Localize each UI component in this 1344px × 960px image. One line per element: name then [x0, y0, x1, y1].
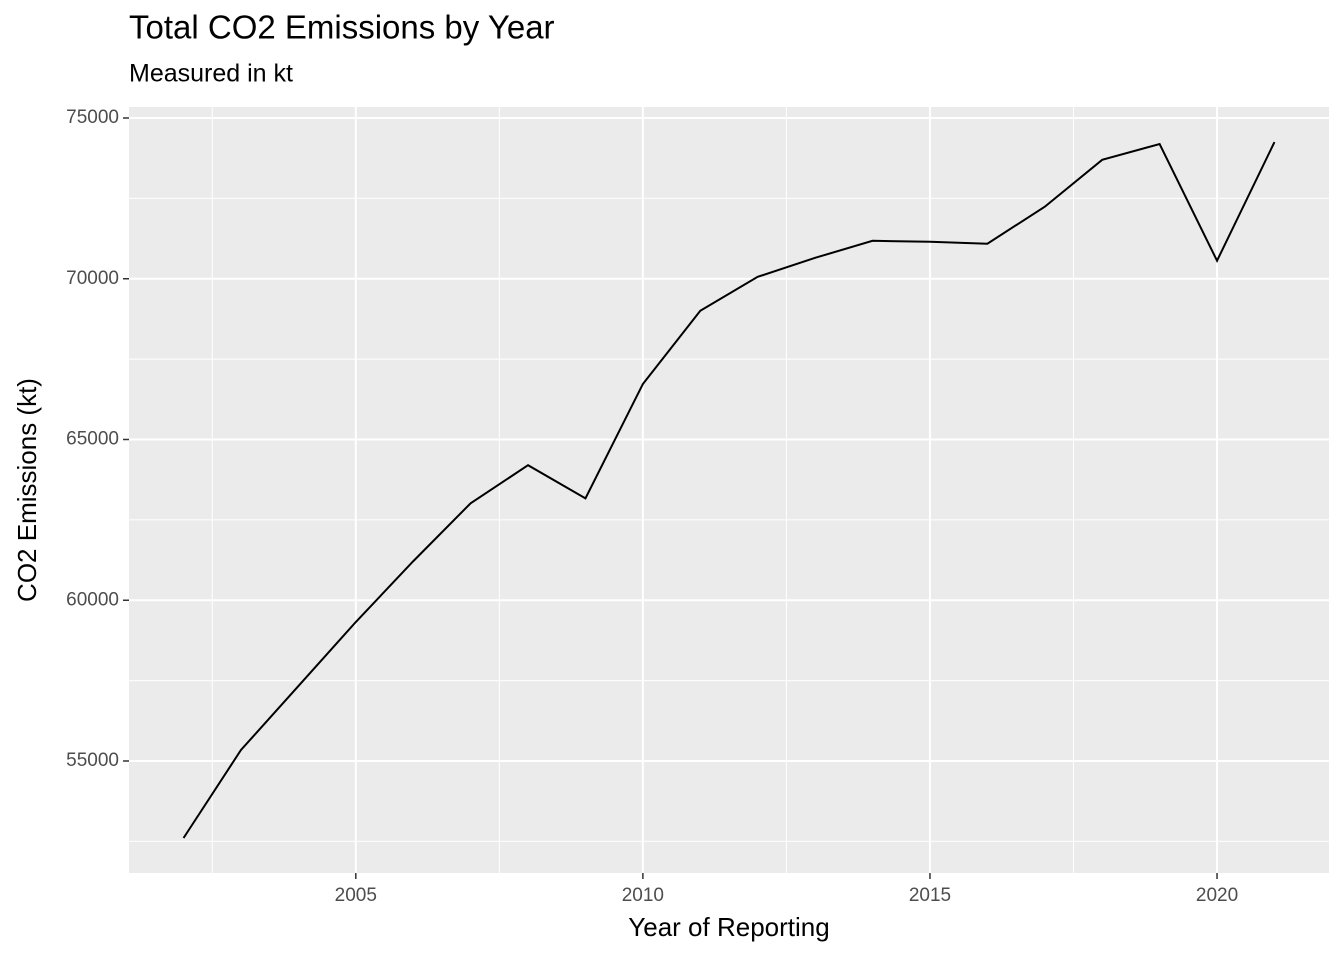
y-tick-label: 65000 [66, 429, 119, 450]
y-axis-title: CO2 Emissions (kt) [12, 378, 42, 602]
x-tick-label: 2020 [1196, 885, 1238, 906]
x-tick-label: 2015 [909, 885, 951, 906]
data-line [182, 141, 1276, 839]
y-tick-label: 60000 [66, 589, 119, 610]
panel [129, 107, 1329, 873]
x-tick-label: 2010 [622, 885, 664, 906]
y-tick-label: 75000 [66, 107, 119, 128]
x-tick-label: 2005 [335, 885, 377, 906]
y-tick-label: 70000 [66, 268, 119, 289]
x-axis-title: Year of Reporting [628, 912, 829, 942]
y-tick-label: 55000 [66, 750, 119, 771]
chart-subtitle: Measured in kt [129, 60, 293, 88]
chart-title: Total CO2 Emissions by Year [129, 9, 555, 46]
